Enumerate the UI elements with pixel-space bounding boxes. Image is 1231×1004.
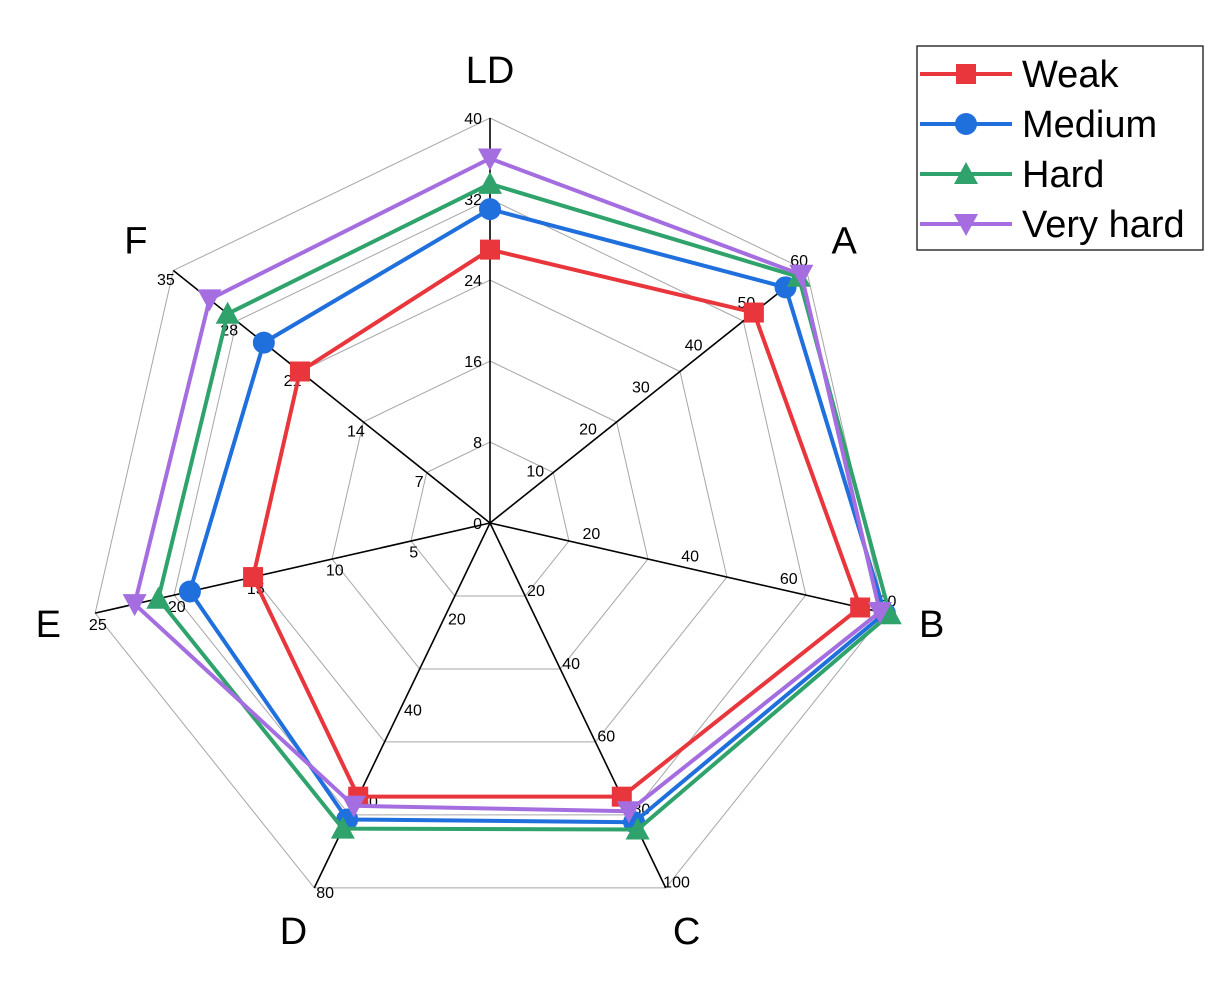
tick-label-a-20: 20 <box>579 421 597 438</box>
data-point-very-hard-f <box>197 289 222 312</box>
data-point-very-hard-c <box>616 801 641 824</box>
grid-ring-1 <box>410 441 570 597</box>
radar-axis-labels: LD A B C D E F <box>36 50 945 953</box>
tick-label-ld-0: 0 <box>473 516 482 533</box>
tick-label-a-40: 40 <box>685 337 703 354</box>
data-point-medium-e <box>178 580 201 603</box>
axis-label-f: F <box>124 221 147 263</box>
data-point-hard-d <box>330 816 355 839</box>
data-point-hard-f <box>215 301 240 324</box>
series-line-very-hard <box>132 156 883 814</box>
tick-label-ld-8: 8 <box>473 435 482 452</box>
tick-label-e-5: 5 <box>409 545 418 562</box>
tick-label-e-25: 25 <box>89 617 107 634</box>
data-point-weak-f <box>290 361 311 382</box>
tick-label-b-60: 60 <box>780 571 798 588</box>
series-line-medium <box>187 206 888 825</box>
radar-series <box>122 148 902 840</box>
axis-label-b: B <box>919 604 944 646</box>
tick-label-e-20: 20 <box>168 599 186 616</box>
legend-items: Weak Medium Hard Very hard <box>920 54 1185 246</box>
legend-item-weak: Weak <box>920 54 1119 96</box>
tick-label-a-30: 30 <box>632 379 650 396</box>
grid-ring-4 <box>173 198 807 816</box>
tick-label-c-60: 60 <box>597 729 615 746</box>
data-point-very-hard-b <box>867 601 892 624</box>
series-medium <box>178 198 896 834</box>
tick-label-d-80: 80 <box>316 885 334 902</box>
legend-label-hard: Hard <box>1022 154 1104 196</box>
data-point-hard-b <box>877 602 902 625</box>
legend-marker-medium <box>955 113 977 135</box>
tick-label-f-7: 7 <box>415 474 424 491</box>
axis-label-e: E <box>36 604 61 646</box>
tick-label-d-20: 20 <box>448 611 466 628</box>
tick-label-c-100: 100 <box>663 875 690 892</box>
legend-item-medium: Medium <box>920 104 1157 146</box>
tick-label-b-40: 40 <box>681 548 699 565</box>
data-point-medium-ld <box>479 198 501 221</box>
data-point-very-hard-d <box>341 795 366 818</box>
data-point-very-hard-ld <box>478 148 502 171</box>
axis-label-a: A <box>831 221 857 263</box>
data-point-hard-e <box>146 586 171 609</box>
spoke-b <box>489 522 886 614</box>
radar-grid <box>94 117 886 889</box>
tick-label-c-40: 40 <box>562 656 580 673</box>
tick-label-b-20: 20 <box>582 526 600 543</box>
grid-ring-5 <box>94 117 886 889</box>
axis-label-c: C <box>673 911 700 953</box>
tick-label-ld-40: 40 <box>464 111 482 128</box>
legend-label-medium: Medium <box>1022 104 1157 146</box>
tick-label-a-10: 10 <box>526 464 544 481</box>
chart-legend: Weak Medium Hard Very hard <box>916 45 1204 251</box>
data-point-very-hard-e <box>122 594 147 617</box>
tick-label-ld-24: 24 <box>464 273 482 290</box>
data-point-weak-b <box>850 597 871 618</box>
legend-item-hard: Hard <box>920 154 1104 196</box>
legend-label-weak: Weak <box>1022 54 1119 96</box>
series-weak <box>243 239 871 807</box>
data-point-weak-ld <box>480 239 500 260</box>
data-point-medium-f <box>252 331 275 354</box>
axis-label-d: D <box>280 911 307 953</box>
tick-label-f-14: 14 <box>347 423 365 440</box>
grid-ring-2 <box>331 360 649 670</box>
legend-item-very-hard: Very hard <box>920 204 1185 246</box>
tick-label-ld-16: 16 <box>464 354 482 371</box>
legend-label-very-hard: Very hard <box>1022 204 1185 246</box>
series-line-weak <box>250 247 863 799</box>
tick-label-f-35: 35 <box>157 272 175 289</box>
legend-marker-hard <box>954 162 978 184</box>
tick-label-d-40: 40 <box>404 703 422 720</box>
legend-marker-weak <box>956 64 976 84</box>
data-point-very-hard-a <box>789 264 814 287</box>
axis-label-ld: LD <box>466 50 515 92</box>
tick-label-e-10: 10 <box>326 563 344 580</box>
radar-tick-labels: 0816243240102030405060204060802040608010… <box>89 111 897 902</box>
data-point-weak-e <box>243 567 264 588</box>
tick-label-c-20: 20 <box>527 583 545 600</box>
data-point-hard-c <box>625 817 650 840</box>
radar-spokes <box>94 118 886 889</box>
data-point-hard-ld <box>478 171 502 194</box>
legend-marker-very-hard <box>954 214 978 236</box>
series-very-hard <box>122 148 892 824</box>
data-point-weak-a <box>743 302 764 323</box>
